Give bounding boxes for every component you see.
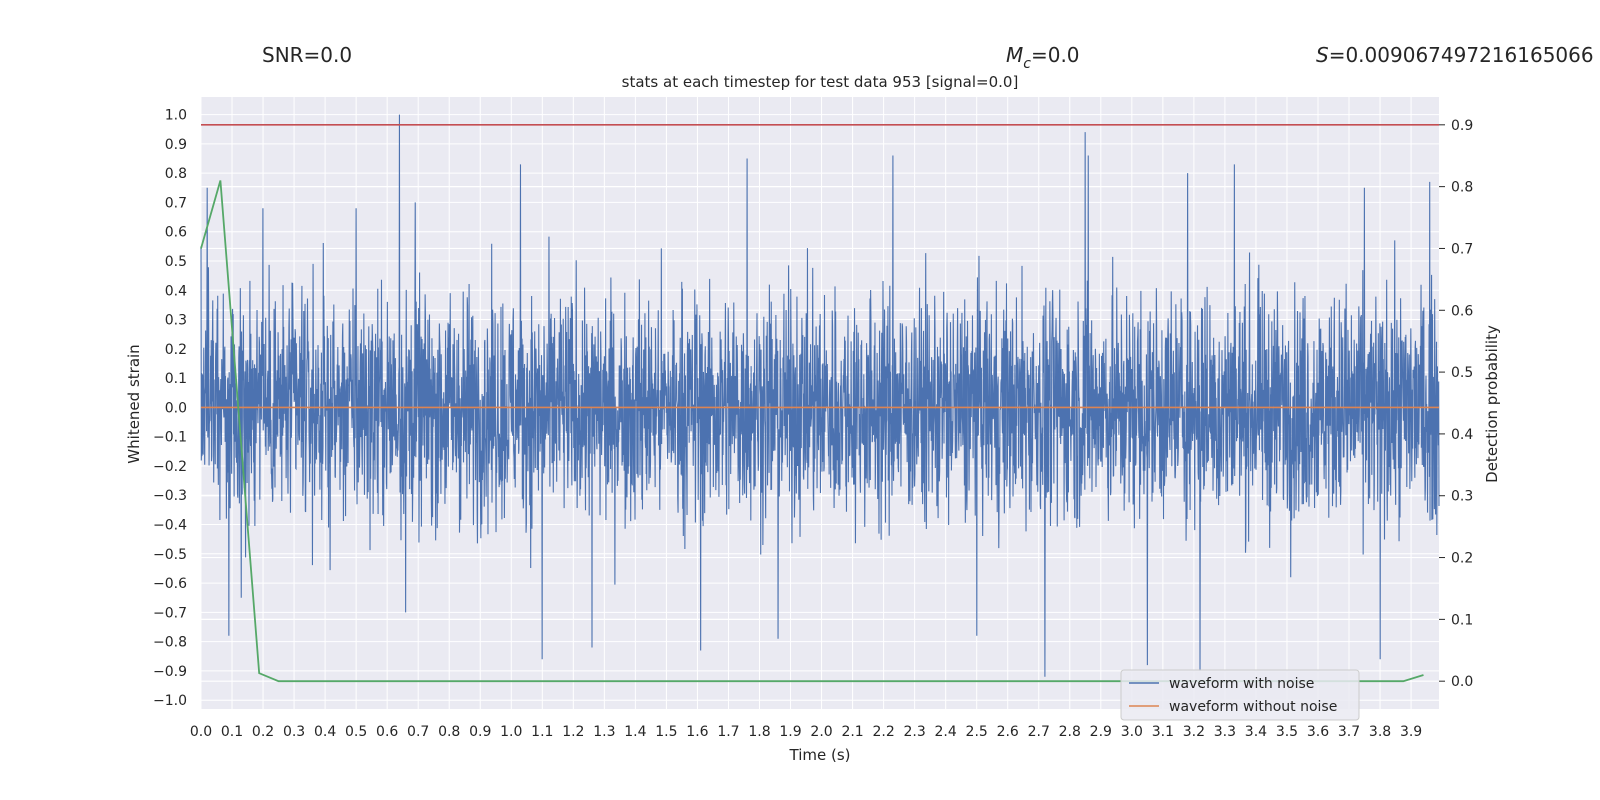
y2-tick-label: 0.7 (1451, 241, 1473, 257)
legend: waveform with noise waveform without noi… (1120, 669, 1360, 721)
x-tick-label: 1.9 (779, 724, 801, 740)
mc-subscript: c (1023, 56, 1031, 72)
detection-probability-line (200, 180, 1424, 683)
x-tick-label: 3.5 (1276, 724, 1298, 740)
x-tick-label: 0.7 (407, 724, 429, 740)
y-tick-label: −0.8 (153, 635, 187, 651)
x-tick-label: 3.1 (1152, 724, 1174, 740)
y-tick-label: 0.0 (165, 400, 187, 416)
x-tick-label: 0.2 (252, 724, 274, 740)
y-tick-label: 0.5 (165, 254, 187, 270)
y-tick-label: 0.6 (165, 225, 187, 241)
y-tick-label: −0.4 (153, 518, 187, 534)
y2-axis-label: Detection probability (1483, 325, 1501, 483)
x-tick-label: 0.9 (469, 724, 491, 740)
y-tick-label: −0.5 (153, 547, 187, 563)
series-lines (200, 124, 1439, 683)
y-tick-label: −0.6 (153, 576, 187, 592)
y2-tick-label: 0.2 (1451, 551, 1473, 567)
x-tick-label: 0.0 (190, 724, 212, 740)
mc-value: =0.0 (1031, 43, 1080, 67)
y2-tick-label: 0.6 (1451, 303, 1473, 319)
y2-tick-label: 0.1 (1451, 612, 1473, 628)
x-tick-label: 2.6 (997, 724, 1019, 740)
y-tick-label: 0.3 (165, 313, 187, 329)
y2-tick-labels: 0.9 0.8 0.7 0.6 0.5 0.4 0.3 0.2 0.1 0.0 (1439, 118, 1473, 690)
legend-label-clean: waveform without noise (1169, 699, 1337, 715)
x-tick-label: 0.6 (376, 724, 398, 740)
x-tick-label: 3.0 (1121, 724, 1143, 740)
x-tick-label: 1.8 (748, 724, 770, 740)
y2-tick-label: 0.0 (1451, 674, 1473, 690)
series-waveform-with-noise (200, 114, 1440, 677)
legend-box (1120, 669, 1360, 721)
x-tick-label: 0.8 (438, 724, 460, 740)
x-tick-label: 1.2 (562, 724, 584, 740)
s-symbol: S (1316, 43, 1329, 67)
y-tick-label: −0.2 (153, 459, 187, 475)
y2-tick-label: 0.4 (1451, 427, 1473, 443)
x-tick-label: 1.1 (531, 724, 553, 740)
x-tick-label: 0.4 (314, 724, 336, 740)
y-tick-label: 0.8 (165, 166, 187, 182)
y2-tick-label: 0.3 (1451, 489, 1473, 505)
x-tick-label: 2.9 (1090, 724, 1112, 740)
x-tick-label: 1.7 (717, 724, 739, 740)
y-tick-label: 0.7 (165, 195, 187, 211)
x-tick-label: 2.2 (872, 724, 894, 740)
x-tick-label: 2.8 (1059, 724, 1081, 740)
s-label: S=0.009067497216165066 (1316, 43, 1594, 67)
y-tick-label: −0.1 (153, 430, 187, 446)
x-tick-label: 3.4 (1245, 724, 1267, 740)
y2-tick-label: 0.5 (1451, 365, 1473, 381)
chart-title: stats at each timestep for test data 953… (622, 73, 1019, 91)
x-tick-label: 1.6 (686, 724, 708, 740)
x-tick-label: 2.0 (810, 724, 832, 740)
x-tick-label: 1.3 (593, 724, 615, 740)
y2-tick-label: 0.9 (1451, 118, 1473, 134)
y-tick-label: −1.0 (153, 693, 187, 709)
snr-label: SNR=0.0 (262, 43, 352, 67)
y-tick-label: 1.0 (165, 108, 187, 124)
x-tick-label: 1.5 (655, 724, 677, 740)
y-tick-label: 0.9 (165, 137, 187, 153)
x-tick-labels: 0.0 0.1 0.2 0.3 0.4 0.5 0.6 0.7 0.8 0.9 1.0 1.1 1.2 1… (190, 724, 1422, 740)
x-tick-label: 3.3 (1214, 724, 1236, 740)
mc-symbol: M (1006, 43, 1023, 67)
y-tick-label: −0.7 (153, 605, 187, 621)
s-value: =0.009067497216165066 (1329, 43, 1594, 67)
x-axis-label: Time (s) (789, 746, 851, 764)
x-tick-label: 3.2 (1183, 724, 1205, 740)
y-tick-label: 0.1 (165, 371, 187, 387)
x-tick-label: 3.7 (1338, 724, 1360, 740)
x-tick-label: 3.8 (1369, 724, 1391, 740)
x-tick-label: 2.5 (966, 724, 988, 740)
y-tick-label: −0.3 (153, 488, 187, 504)
y2-tick-label: 0.8 (1451, 180, 1473, 196)
y-tick-label: 0.4 (165, 283, 187, 299)
x-tick-label: 1.0 (500, 724, 522, 740)
x-tick-label: 3.6 (1307, 724, 1329, 740)
x-tick-label: 3.9 (1400, 724, 1422, 740)
legend-label-noise: waveform with noise (1169, 676, 1314, 692)
x-tick-label: 2.4 (935, 724, 957, 740)
x-tick-label: 1.4 (624, 724, 646, 740)
x-tick-label: 2.3 (904, 724, 926, 740)
waveform-with-noise-line (200, 114, 1440, 677)
x-tick-label: 2.1 (841, 724, 863, 740)
mc-label: Mc=0.0 (1006, 43, 1080, 72)
y-tick-labels: 1.0 0.9 0.8 0.7 0.6 0.5 0.4 0.3 0.2 0.1 0.0 −0.1 −0.… (153, 108, 187, 710)
y-tick-label: 0.2 (165, 342, 187, 358)
x-tick-label: 0.3 (283, 724, 305, 740)
y-axis-label: Whitened strain (125, 344, 143, 463)
x-tick-label: 2.7 (1028, 724, 1050, 740)
x-tick-label: 0.1 (221, 724, 243, 740)
x-tick-label: 0.5 (345, 724, 367, 740)
y-tick-label: −0.9 (153, 664, 187, 680)
